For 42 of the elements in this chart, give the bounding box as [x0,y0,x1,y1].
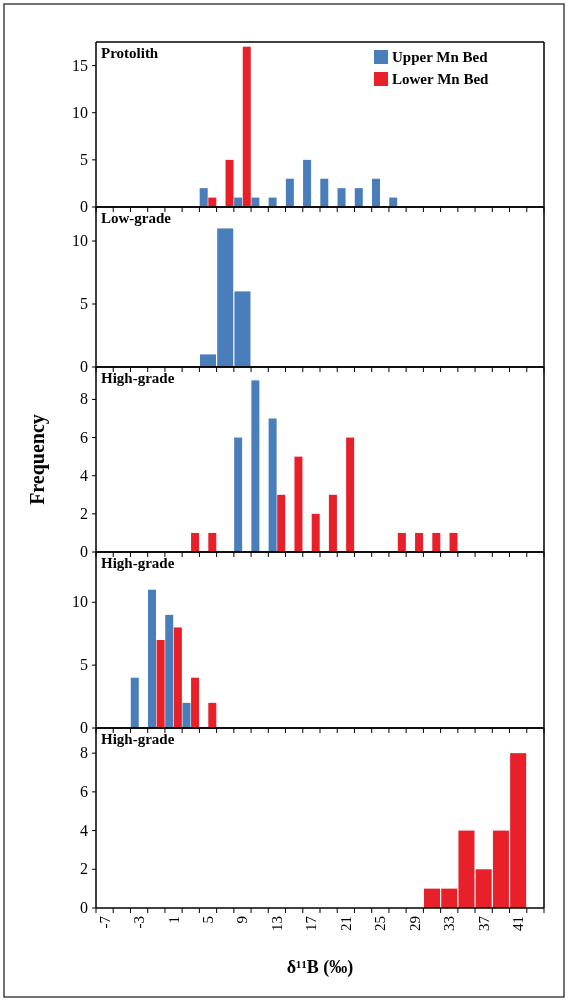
x-tick-label: 33 [441,916,458,931]
x-tick-label: -7 [96,915,113,929]
y-tick-label: 5 [80,150,88,168]
y-tick-label: 6 [80,428,88,446]
x-tick-label: 37 [475,915,492,931]
x-tick-label: 41 [510,916,527,931]
y-axis-title: Frequency [26,414,49,505]
y-tick-label: 8 [80,744,88,762]
y-tick-label: 8 [80,390,88,408]
y-tick-label: 6 [80,782,88,800]
legend-label: Lower Mn Bed [392,71,490,87]
y-tick-label: 5 [80,656,88,674]
y-tick-label: 15 [72,56,88,74]
y-tick-label: 5 [80,295,88,313]
chart-title: Low-grade [101,210,172,226]
y-tick-label: 0 [80,198,88,215]
chart-title: High-grade [101,370,175,386]
y-tick-label: 2 [80,504,88,522]
x-tick-label: 13 [268,916,285,931]
y-tick-label: 4 [80,821,88,839]
x-axis-title: δ¹¹B (‰) [286,957,354,978]
x-tick-label: 21 [337,916,354,931]
x-tick-label: 5 [200,916,216,924]
x-tick-label: 1 [165,916,182,924]
y-tick-label: 4 [80,466,88,484]
legend-label: Upper Mn Bed [392,49,489,65]
y-tick-label: 0 [80,543,88,560]
x-tick-label: -3 [131,916,148,929]
x-tick-label: 17 [303,915,320,931]
y-tick-label: 10 [72,232,88,250]
y-tick-label: 0 [80,719,88,736]
y-tick-label: 2 [80,860,88,878]
y-tick-label: 0 [80,358,88,375]
y-tick-label: 0 [80,899,88,916]
x-tick-label: 29 [406,916,423,931]
y-tick-label: 10 [72,103,88,121]
y-tick-label: 10 [72,593,88,611]
x-tick-label: 9 [234,916,251,924]
x-tick-label: 25 [372,916,389,931]
chart-title: High-grade [101,555,175,571]
chart-title: Protolith [101,45,159,61]
chart-title: High-grade [101,731,175,747]
